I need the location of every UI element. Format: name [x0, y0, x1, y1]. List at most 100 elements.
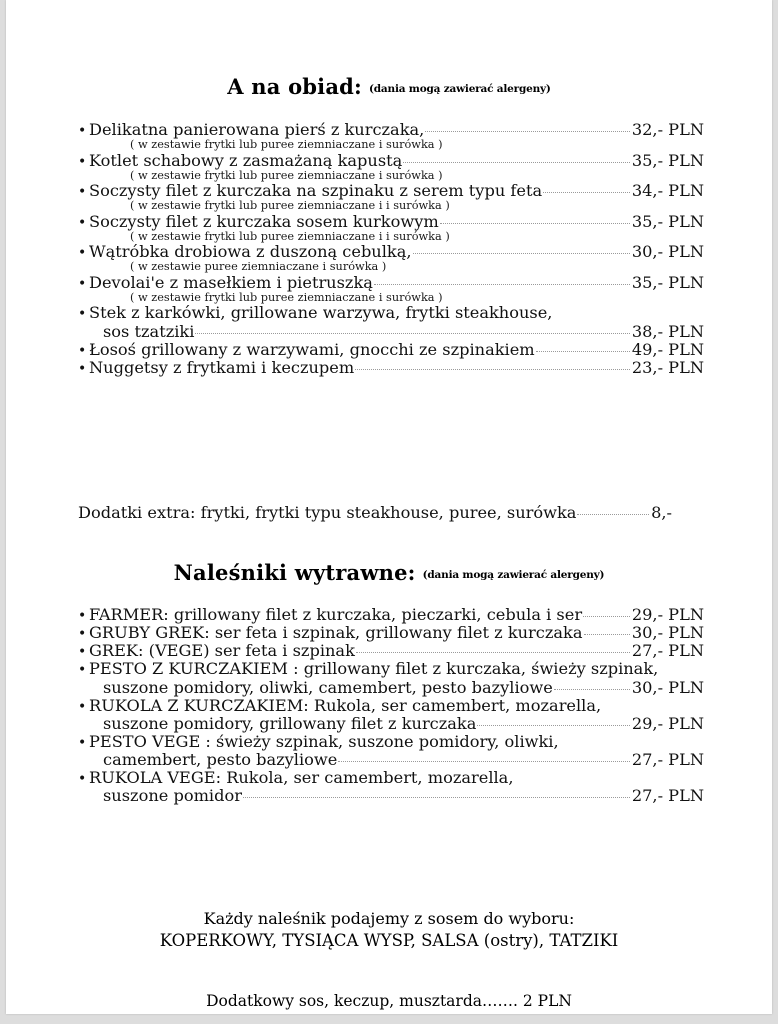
menu-list-obiad: • Delikatna panierowana pierś z kurczaka…	[78, 120, 704, 377]
menu-item-row: • Łosoś grillowany z warzywami, gnocchi …	[78, 339, 704, 359]
menu-page: A na obiad: (dania mogą zawierać alergeny…	[6, 0, 772, 1014]
bullet-icon: •	[78, 626, 87, 643]
menu-item-row: • Soczysty filet z kurczaka na szpinaku …	[78, 181, 704, 201]
bullet-icon: •	[78, 184, 87, 201]
menu-item: • Kotlet schabowy z zasmażaną kapustą 35…	[78, 150, 704, 183]
extra-sauce-price-note: Dodatkowy sos, keczup, musztarda……. 2 PL…	[206, 992, 572, 1010]
menu-item-name: Delikatna panierowana pierś z kurczaka,	[89, 120, 425, 139]
menu-item-price: 32,- PLN	[631, 120, 704, 139]
bullet-icon: •	[78, 608, 87, 624]
bullet-icon: •	[78, 771, 87, 788]
dot-leader	[583, 634, 630, 636]
menu-item-name: FARMER: grillowany filet z kurczaka, pie…	[89, 605, 583, 624]
menu-item-row: • PESTO Z KURCZAKIEM : grillowany filet …	[78, 660, 704, 678]
menu-item-price: 30,- PLN	[631, 242, 704, 262]
menu-item-row-continuation: camembert, pesto bazyliowe 27,- PLN	[78, 750, 704, 770]
bullet-icon: •	[78, 662, 87, 679]
menu-item-name: Kotlet schabowy z zasmażaną kapustą	[89, 150, 403, 170]
menu-item-row-continuation: suszone pomidor 27,- PLN	[78, 787, 704, 805]
menu-item: • RUKOLA VEGE: Rukola, ser camembert, mo…	[78, 769, 704, 805]
bullet-icon: •	[78, 698, 87, 715]
menu-item-name-continuation: camembert, pesto bazyliowe	[103, 750, 338, 770]
menu-item-name: GRUBY GREK: ser feta i szpinak, grillowa…	[89, 623, 583, 643]
menu-item-price: 34,- PLN	[631, 181, 704, 201]
bullet-icon: •	[78, 123, 87, 139]
menu-item-name: Wątróbka drobiowa z duszoną cebulką,	[89, 242, 412, 262]
dot-leader	[195, 332, 630, 334]
section-title-nalesniki: Naleśniki wytrawne:	[173, 560, 416, 585]
menu-item-row-continuation: sos tzatziki 38,- PLN	[78, 321, 704, 341]
menu-item-row: • FARMER: grillowany filet z kurczaka, p…	[78, 605, 704, 624]
menu-item-name: Łosoś grillowany z warzywami, gnocchi ze…	[89, 339, 535, 359]
menu-item-row: • RUKOLA Z KURCZAKIEM: Rukola, ser camem…	[78, 695, 704, 715]
menu-item-row: • Stek z karkówki, grillowane warzywa, f…	[78, 304, 704, 322]
menu-list-nalesniki: • FARMER: grillowany filet z kurczaka, p…	[78, 605, 704, 806]
extras-price: 8,-	[651, 503, 672, 522]
menu-item-row: • PESTO VEGE : świeży szpinak, suszone p…	[78, 731, 704, 751]
menu-item-price: 30,- PLN	[631, 623, 704, 643]
menu-item-description: ( w zestawie puree ziemniaczane i surówk…	[130, 260, 387, 274]
sauce-note-line1: Każdy naleśnik podajemy z sosem do wybor…	[203, 909, 575, 928]
menu-item-price: 23,- PLN	[631, 357, 704, 377]
extras-label: Dodatki extra: frytki, frytki typu steak…	[78, 503, 577, 522]
menu-item: • Stek z karkówki, grillowane warzywa, f…	[78, 304, 704, 340]
dot-leader	[425, 131, 630, 132]
menu-item-price: 27,- PLN	[631, 750, 704, 770]
menu-item-name-continuation: sos tzatziki	[103, 321, 195, 341]
menu-item: • Nuggetsy z frytkami i keczupem 23,- PL…	[78, 357, 704, 377]
menu-item-price: 38,- PLN	[631, 321, 704, 341]
menu-item-row: • GRUBY GREK: ser feta i szpinak, grillo…	[78, 623, 704, 643]
menu-item-price: 30,- PLN	[631, 677, 704, 697]
menu-item-price: 27,- PLN	[631, 641, 704, 661]
menu-item-price: 29,- PLN	[631, 713, 704, 733]
menu-item-name: RUKOLA Z KURCZAKIEM: Rukola, ser camembe…	[89, 695, 602, 715]
menu-item: • PESTO Z KURCZAKIEM : grillowany filet …	[78, 660, 704, 696]
menu-item-row: • Wątróbka drobiowa z duszoną cebulką, 3…	[78, 243, 704, 261]
dot-leader	[373, 283, 630, 285]
menu-item-name-continuation: suszone pomidory, oliwki, camembert, pes…	[103, 677, 553, 697]
menu-item: • Delikatna panierowana pierś z kurczaka…	[78, 120, 704, 152]
menu-item-row-continuation: suszone pomidory, oliwki, camembert, pes…	[78, 677, 704, 697]
menu-item: • Devolai'e z masełkiem i pietruszką 35,…	[78, 272, 704, 305]
menu-item-name-continuation: suszone pomidory, grillowany filet z kur…	[103, 713, 477, 733]
menu-item-name: Soczysty filet z kurczaka na szpinaku z …	[89, 181, 543, 201]
dot-leader	[583, 616, 630, 617]
bullet-icon: •	[78, 734, 87, 751]
dot-leader	[355, 652, 630, 654]
extras-row: Dodatki extra: frytki, frytki typu steak…	[78, 503, 672, 522]
menu-item-name: PESTO VEGE : świeży szpinak, suszone pom…	[89, 731, 559, 751]
section-heading-nalesniki: Naleśniki wytrawne: (dania mogą zawierać …	[6, 560, 772, 585]
menu-item-price: 35,- PLN	[631, 211, 704, 231]
menu-item-price: 27,- PLN	[631, 786, 704, 806]
menu-item-name: PESTO Z KURCZAKIEM : grillowany filet z …	[89, 659, 659, 679]
menu-item-name: RUKOLA VEGE: Rukola, ser camembert, moza…	[89, 768, 514, 788]
menu-item-name: Soczysty filet z kurczaka sosem kurkowym	[89, 211, 439, 231]
menu-item-name-continuation: suszone pomidor	[103, 786, 242, 806]
section-heading-obiad: A na obiad: (dania mogą zawierać alergeny…	[6, 74, 772, 99]
dot-leader	[242, 797, 630, 799]
menu-item-row-continuation: suszone pomidory, grillowany filet z kur…	[78, 713, 704, 733]
menu-item: • Wątróbka drobiowa z duszoną cebulką, 3…	[78, 243, 704, 274]
bullet-icon: •	[78, 360, 87, 377]
menu-item-row: • GREK: (VEGE) ser feta i szpinak 27,- P…	[78, 642, 704, 660]
menu-item-row: • Delikatna panierowana pierś z kurczaka…	[78, 120, 704, 139]
dot-leader	[355, 368, 630, 370]
dot-leader	[338, 761, 630, 763]
allergen-note-obiad: (dania mogą zawierać alergeny)	[369, 83, 551, 95]
menu-item-price: 35,- PLN	[631, 150, 704, 170]
bullet-icon: •	[78, 214, 87, 231]
menu-item: • PESTO VEGE : świeży szpinak, suszone p…	[78, 731, 704, 770]
menu-item: • RUKOLA Z KURCZAKIEM: Rukola, ser camem…	[78, 695, 704, 733]
menu-item-row: • Nuggetsy z frytkami i keczupem 23,- PL…	[78, 357, 704, 377]
menu-item-description: ( w zestawie frytki lub puree ziemniacza…	[130, 168, 443, 182]
menu-item: • Soczysty filet z kurczaka sosem kurkow…	[78, 211, 704, 244]
menu-item-description: ( w zestawie frytki lub puree ziemniacza…	[130, 138, 443, 152]
menu-item-row: • Soczysty filet z kurczaka sosem kurkow…	[78, 211, 704, 231]
menu-item-row: • Devolai'e z masełkiem i pietruszką 35,…	[78, 272, 704, 292]
menu-item-price: 29,- PLN	[631, 605, 704, 624]
bullet-icon: •	[78, 275, 87, 292]
allergen-note-nalesniki: (dania mogą zawierać alergeny)	[422, 569, 605, 581]
menu-item-description: ( w zestawie frytki lub puree ziemniacza…	[130, 290, 443, 304]
dot-leader	[403, 161, 630, 163]
menu-item-name: Devolai'e z masełkiem i pietruszką	[89, 272, 373, 292]
